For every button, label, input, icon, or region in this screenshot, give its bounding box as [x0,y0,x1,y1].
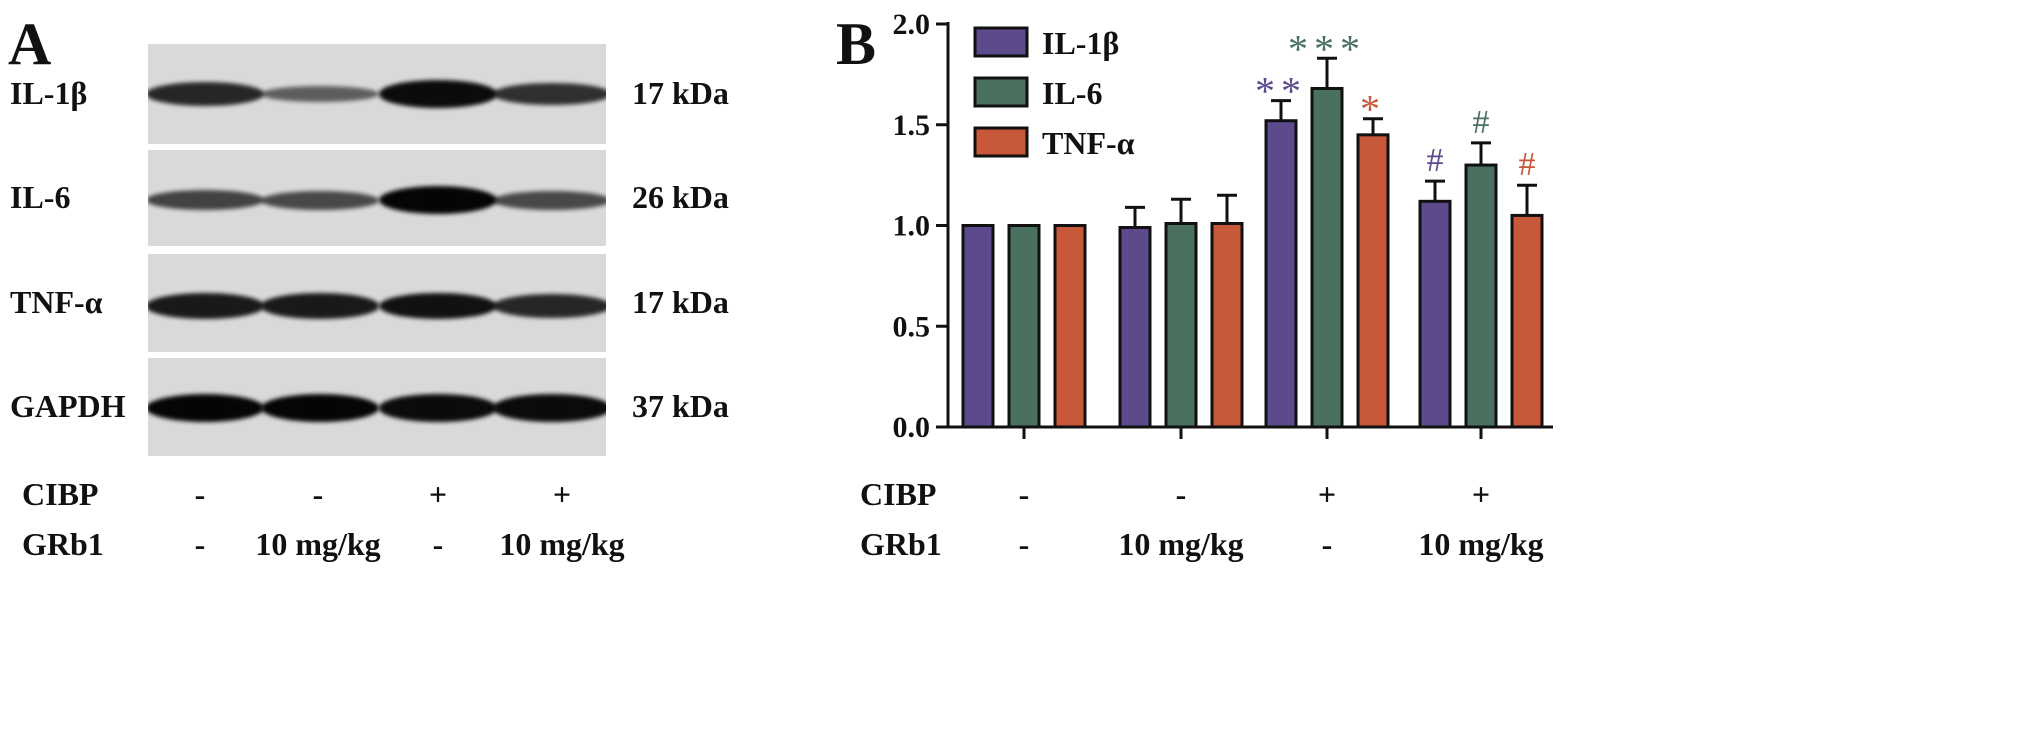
blot-label: GAPDH [10,388,126,424]
bar [1310,86,1344,429]
blot-size-label: 17 kDa [632,75,729,111]
cibp-value: - [312,476,324,512]
legend-label: IL-6 [1042,75,1102,111]
blot-band [148,293,264,319]
blot-size-label: 37 kDa [632,388,729,424]
significance-marker: ** [1255,69,1307,114]
bar [1264,119,1298,429]
blot-band [261,85,379,103]
grb1-value: - [1321,526,1333,562]
blot-band [261,394,379,422]
grb1-value: - [194,526,206,562]
cibp-value: - [1175,476,1187,512]
blot-band [261,293,379,319]
bar [1118,226,1152,429]
bar [1464,163,1498,429]
blot-band [493,394,606,422]
grb1-value: - [432,526,444,562]
blot-band [148,394,264,422]
blot-size-label: 26 kDa [632,179,729,215]
legend-label: IL-1β [1042,25,1119,61]
significance-marker: # [1427,142,1444,179]
blot-band [379,292,497,320]
legend-swatch [973,76,1029,108]
y-tick-label: 2.0 [893,8,931,41]
panel-a-letter: A [8,11,52,77]
y-tick-label: 1.0 [893,210,931,243]
bar [1210,221,1244,429]
blot-band [493,294,606,318]
bar [1164,221,1198,429]
blot-label: TNF-α [10,284,103,320]
blot-strip [148,150,606,246]
y-tick-label: 0.0 [893,411,931,444]
panel-a-cibp-label: CIBP [22,476,99,512]
grb1-value: 10 mg/kg [1418,526,1544,562]
bar [1007,224,1041,429]
bar [1053,224,1087,429]
blot-band [493,190,606,210]
cibp-value: - [194,476,206,512]
y-tick-label: 1.5 [893,109,931,142]
grb1-value: 10 mg/kg [1118,526,1244,562]
blot-label: IL-1β [10,75,88,111]
blot-band [379,186,497,214]
cibp-value: - [1018,476,1030,512]
significance-marker: *** [1288,26,1366,71]
blot-band [379,394,497,422]
bar [1510,213,1544,429]
grb1-value: 10 mg/kg [255,526,381,562]
blot-band [148,82,264,106]
panel-a-grb1-label: GRb1 [22,526,104,562]
blot-band [261,190,379,210]
blot-band [379,80,497,108]
cibp-value: + [1471,476,1491,512]
cibp-value: + [552,476,572,512]
blot-label: IL-6 [10,179,71,215]
significance-marker: # [1519,146,1536,183]
cibp-value: + [428,476,448,512]
cibp-value: + [1317,476,1337,512]
blot-strip [148,358,606,456]
panel-b-grb1-label: GRb1 [860,526,942,562]
blot-size-label: 17 kDa [632,284,729,320]
blot-strip [148,254,606,352]
bar [961,224,995,429]
panel-b-cibp-label: CIBP [860,476,937,512]
panel-b-letter: B [836,11,877,77]
legend-label: TNF-α [1042,125,1135,161]
bar [1418,199,1452,429]
significance-marker: # [1473,104,1490,141]
significance-marker: * [1360,87,1386,132]
bar [1356,133,1390,429]
grb1-value: - [1018,526,1030,562]
blot-band [493,82,606,106]
legend-swatch [973,126,1029,158]
blot-strip [148,44,606,144]
y-tick-label: 0.5 [893,310,931,343]
grb1-value: 10 mg/kg [499,526,625,562]
blot-band [148,190,264,210]
legend-swatch [973,26,1029,58]
